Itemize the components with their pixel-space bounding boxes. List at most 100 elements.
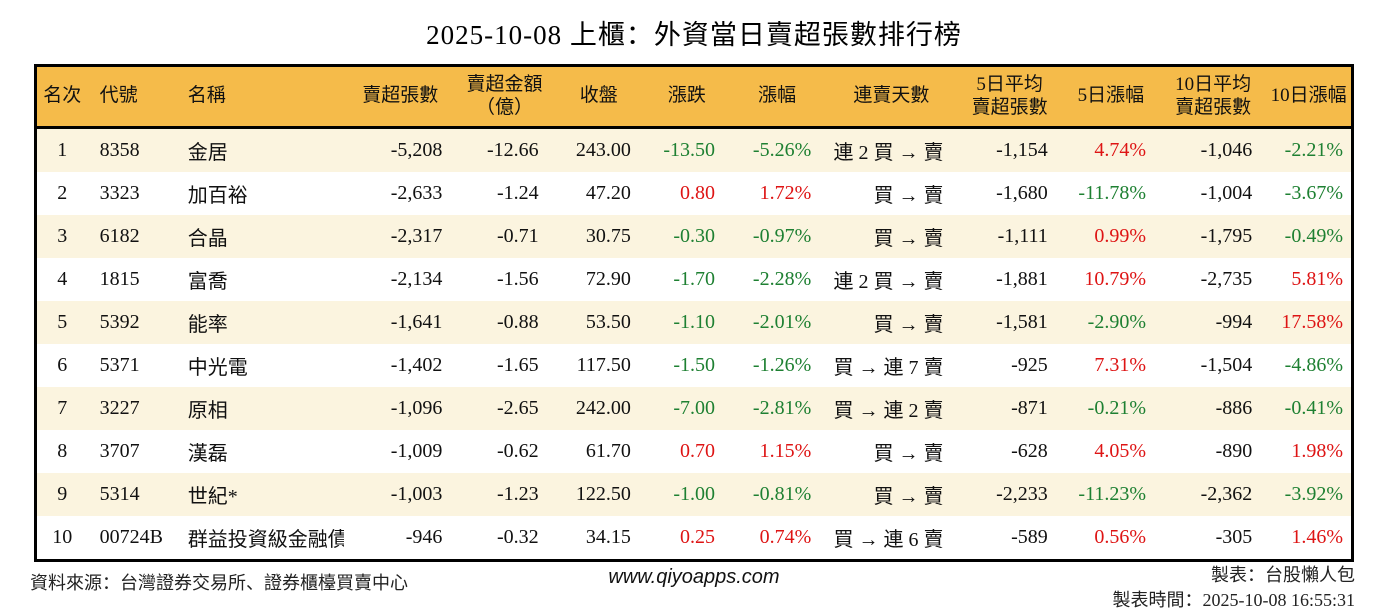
- header-change: 漲跌: [644, 65, 730, 129]
- cell-streak: 連 2 買 → 賣: [825, 127, 958, 172]
- cell-code: 3323: [99, 182, 140, 204]
- cell-sell_volume: -1,402: [390, 354, 443, 376]
- cell-pct5: 10.79%: [1084, 268, 1146, 290]
- cell-pct10: -2.21%: [1266, 127, 1353, 172]
- header-avg10: 10日平均 賣超張數: [1160, 65, 1267, 129]
- cell-avg10: -305: [1215, 526, 1253, 548]
- cell-change_pct: -0.97%: [729, 215, 826, 258]
- cell-pct10: 1.98%: [1291, 440, 1343, 462]
- cell-sell_volume: -1,641: [344, 301, 457, 344]
- cell-change_pct: 1.15%: [759, 440, 812, 462]
- cell-pct10: -0.41%: [1266, 387, 1353, 430]
- cell-change_pct: 1.72%: [759, 182, 812, 204]
- cell-sell_volume: -1,003: [344, 473, 457, 516]
- cell-sell_amount: -2.65: [456, 387, 553, 430]
- cell-rank: 10: [52, 526, 73, 548]
- cell-change: -1.00: [644, 473, 730, 516]
- cell-close: 122.50: [552, 473, 645, 516]
- cell-pct10: -3.92%: [1266, 473, 1353, 516]
- header-avg5: 5日平均 賣超張數: [957, 65, 1062, 129]
- cell-name: 金居: [175, 127, 345, 172]
- website-url: www.qiyoapps.com: [608, 566, 780, 588]
- cell-rank: 8: [57, 440, 68, 462]
- cell-streak: 連 2 買 → 賣: [833, 271, 944, 293]
- cell-avg5: -925: [1011, 354, 1048, 376]
- header-code: 代號: [87, 65, 176, 129]
- cell-avg5: -1,680: [996, 182, 1048, 204]
- cell-pct5: 0.99%: [1061, 215, 1160, 258]
- cell-streak: 買 → 賣: [825, 473, 958, 516]
- cell-name: 合晶: [175, 215, 345, 258]
- cell-name: 富喬: [187, 271, 228, 293]
- cell-pct5: -11.23%: [1061, 473, 1160, 516]
- table-header: 名次 代號 名稱 賣超張數 賣超金額 （億） 收盤 漲跌 漲幅 連賣天數 5日平均 賣超張數 5日漲幅 1…: [35, 65, 1353, 129]
- cell-rank: 3: [35, 215, 88, 258]
- cell-avg10: -886: [1160, 387, 1267, 430]
- cell-avg10: -1,004: [1200, 182, 1253, 204]
- cell-close: 53.50: [552, 301, 645, 344]
- cell-change_pct: -2.28%: [752, 268, 812, 290]
- cell-pct5: -2.90%: [1061, 301, 1160, 344]
- cell-name: 能率: [175, 301, 345, 344]
- cell-sell_volume: -2,317: [344, 215, 457, 258]
- cell-sell_amount: -1.56: [496, 268, 539, 290]
- cell-change_pct: -2.81%: [729, 387, 826, 430]
- cell-change_pct: -0.81%: [729, 473, 826, 516]
- table-row: 1 8358 金居 -5,208 -12.66 243.00 -13.50 -5.26% 連 2…: [35, 127, 1353, 172]
- cell-sell_amount: -0.88: [456, 301, 553, 344]
- cell-sell_volume: -1,096: [344, 387, 457, 430]
- cell-rank: 7: [35, 387, 88, 430]
- cell-streak: 買 → 賣: [873, 443, 944, 465]
- cell-sell_volume: -1,009: [390, 440, 443, 462]
- header-name: 名稱: [175, 65, 345, 129]
- cell-change: -1.70: [673, 268, 716, 290]
- cell-name: 加百裕: [187, 185, 248, 207]
- cell-close: 30.75: [552, 215, 645, 258]
- cell-pct10: -3.67%: [1284, 182, 1343, 204]
- cell-pct10: 1.46%: [1291, 526, 1343, 548]
- cell-avg10: -890: [1215, 440, 1253, 462]
- cell-avg5: -628: [1011, 440, 1048, 462]
- cell-pct5: 4.05%: [1094, 440, 1146, 462]
- cell-change: -7.00: [644, 387, 730, 430]
- cell-code: 1815: [99, 268, 140, 290]
- cell-change_pct: -2.01%: [729, 301, 826, 344]
- maker-credit: 製表：台股懶人包: [1211, 565, 1355, 585]
- header-change_pct: 漲幅: [729, 65, 826, 129]
- report-timestamp: 製表時間：2025-10-08 16:55:31: [1112, 590, 1356, 610]
- cell-streak: 買 → 賣: [873, 185, 944, 207]
- cell-avg5: -1,881: [996, 268, 1048, 290]
- header-close: 收盤: [552, 65, 645, 129]
- cell-close: 72.90: [585, 268, 631, 290]
- cell-sell_amount: -0.32: [496, 526, 539, 548]
- table-row: 3 6182 合晶 -2,317 -0.71 30.75 -0.30 -0.97% 買 → 賣-…: [35, 215, 1353, 258]
- cell-close: 117.50: [576, 354, 631, 376]
- table-row: 5 5392 能率 -1,641 -0.88 53.50 -1.10 -2.01% 買 → 賣-…: [35, 301, 1353, 344]
- cell-name: 群益投資級金融債: [187, 529, 345, 551]
- cell-sell_amount: -1.65: [496, 354, 539, 376]
- cell-code: 3707: [99, 440, 140, 462]
- cell-sell_volume: -2,134: [390, 268, 443, 290]
- header-pct5: 5日漲幅: [1061, 65, 1160, 129]
- table-row: 9 5314 世紀* -1,003 -1.23 122.50 -1.00 -0.81% 買 → …: [35, 473, 1353, 516]
- cell-avg5: -589: [1011, 526, 1048, 548]
- cell-avg5: -2,233: [957, 473, 1062, 516]
- cell-streak: 買 → 連 6 賣: [833, 529, 944, 551]
- table-body: 1 8358 金居 -5,208 -12.66 243.00 -13.50 -5.26% 連 2…: [35, 127, 1353, 561]
- cell-name: 中光電: [187, 357, 248, 379]
- cell-rank: 2: [57, 182, 68, 204]
- cell-avg5: -871: [957, 387, 1062, 430]
- cell-code: 6182: [87, 215, 176, 258]
- table-row: 10 00724B 群益投資級金融債 -946 -0.32 34.15 0.25 0.74% 買…: [36, 516, 1353, 561]
- cell-streak: 買 → 連 2 賣: [825, 387, 958, 430]
- cell-avg10: -2,362: [1160, 473, 1267, 516]
- cell-pct10: -4.86%: [1284, 354, 1343, 376]
- cell-close: 47.20: [585, 182, 631, 204]
- header-sell_volume: 賣超張數: [344, 65, 457, 129]
- data-source-note: 資料來源：台灣證券交易所、證券櫃檯買賣中心: [30, 573, 408, 593]
- cell-change: -0.30: [644, 215, 730, 258]
- cell-pct10: 17.58%: [1266, 301, 1353, 344]
- cell-pct10: 5.81%: [1291, 268, 1343, 290]
- cell-avg10: -2,735: [1200, 268, 1253, 290]
- cell-sell_amount: -0.62: [496, 440, 539, 462]
